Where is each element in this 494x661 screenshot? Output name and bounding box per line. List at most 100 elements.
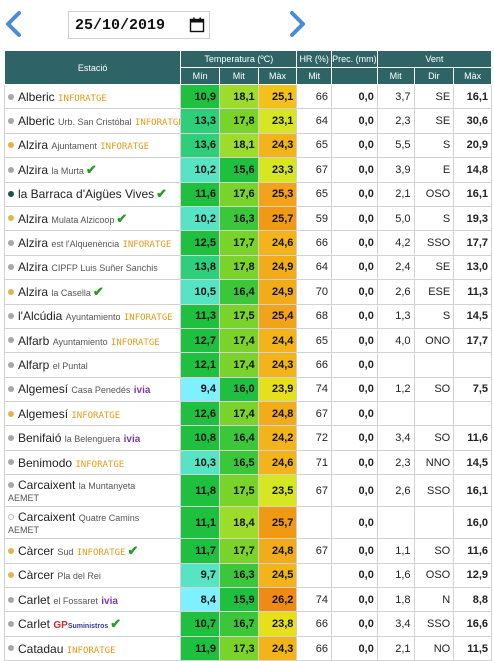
station-name-cell[interactable]: Alzira CIPFP Luis Suñer Sanchis [3,254,182,281]
table-row[interactable]: la Barraca d'Aigües Vives ✔ 11,6 17,6 25,3 65… [3,181,492,207]
table-row[interactable]: Benifaió la Belenguera ivia 10,8 16,4 24,2 7… [3,425,492,451]
previous-day-icon[interactable] [2,10,26,38]
wind-max-cell: 16,0 [453,506,492,540]
temp-min-cell: 10,5 [180,279,220,305]
station-name-cell[interactable]: Benifaió la Belenguera ivia [3,425,182,451]
station-sublocation: el Fossaret [53,595,98,606]
table-row[interactable]: Benimodo INFORATGE 10,3 16,5 24,6 71 0,0 2,3 NN… [3,449,492,476]
station-label: Alzira est l'Alquenència INFORATGE [8,236,171,250]
station-name-cell[interactable]: Algemesí Casa Penedés ivia [3,376,182,403]
inforatge-logo: INFORATGE [58,93,107,104]
temp-min-cell: 8,4 [180,587,220,613]
calendar-icon[interactable] [189,17,205,33]
date-input[interactable]: 25/10/2019 [68,11,210,39]
humidity-cell: 74 [296,376,332,403]
station-sublocation: CIPFP Luis Suñer Sanchis [51,263,158,274]
station-name-cell[interactable]: Alzira la Casella ✔ [3,279,182,305]
temp-avg-cell: 17,8 [218,108,259,134]
temp-avg-cell: 18,4 [218,506,259,540]
col-station[interactable]: Estació [3,50,182,85]
col-temp-max[interactable]: Màx [257,67,298,85]
station-type-dot-icon [8,410,14,417]
table-row[interactable]: Alzira Mulata Alzicoop ✔ 10,2 16,3 25,7 59 0,0… [3,205,492,232]
temp-max-cell: 25,7 [257,506,298,540]
wind-avg-cell: 3,9 [376,157,415,183]
station-label: Càrcer Pla del Rei [8,568,101,582]
col-wind-avg[interactable]: Mit [376,67,415,85]
station-label: Carlet el Fossaret ivia [8,593,118,607]
station-name-cell[interactable]: Alfarp el Puntal [3,352,182,378]
table-row[interactable]: Alzira Ajuntament INFORATGE 13,6 18,1 24,3 6… [3,132,492,159]
wind-avg-cell: 1,8 [376,587,415,613]
station-name-cell[interactable]: Càrcer Sud INFORATGE ✔ [3,538,182,564]
station-name-cell[interactable]: Alfarb Ayuntamiento INFORATGE [3,327,182,354]
table-row[interactable]: Catadau INFORATGE 11,9 17,3 24,3 66 0,0 2,1 NO 1… [3,635,492,661]
wind-dir-cell: SO [413,376,455,403]
wind-avg-cell [376,352,415,378]
table-row[interactable]: Alzira CIPFP Luis Suñer Sanchis 13,8 17,8 2… [3,254,492,281]
wind-avg-cell: 4,0 [376,327,415,354]
temp-min-cell: 13,8 [180,254,220,281]
table-row[interactable]: Algemesí Casa Penedés ivia 9,4 16,0 23,9 74 0… [3,376,492,403]
station-name-cell[interactable]: Alzira Ajuntament INFORATGE [3,132,182,159]
station-name-cell[interactable]: Alberic INFORATGE [3,83,182,110]
table-row[interactable]: Alzira est l'Alquenència INFORATGE 12,5 17… [3,230,492,256]
col-wind-max[interactable]: Màx [453,67,492,85]
ivia-logo: ivia [123,434,141,446]
temp-min-cell: 10,3 [180,449,220,476]
station-name-cell[interactable]: la Barraca d'Aigües Vives ✔ [3,181,182,207]
col-temp-min[interactable]: Mín [180,67,220,85]
table-row[interactable]: Alfarb Ayuntamiento INFORATGE 12,7 17,4 24,… [3,327,492,354]
col-hr-avg[interactable]: Mit [296,67,332,85]
table-row[interactable]: Carlet GPSuministros ✔ 10,7 16,7 23,8 66 0,0 3,… [3,611,492,637]
station-name-cell[interactable]: Càrcer Pla del Rei [3,562,182,589]
station-name-cell[interactable]: Carlet el Fossaret ivia [3,587,182,613]
station-name-cell[interactable]: Alberic Urb. San Cristóbal INFORATGE [3,108,182,134]
temp-min-cell: 10,8 [180,425,220,451]
station-name-cell[interactable]: Carcaixent Quatre Camins AEMET [3,506,182,540]
station-type-dot-icon [8,264,14,271]
table-row[interactable]: Càrcer Sud INFORATGE ✔ 11,7 17,7 24,8 67 0,0 1,… [3,538,492,564]
station-label: Càrcer Sud INFORATGE ✔ [8,543,138,558]
station-type-dot-icon [8,313,14,320]
humidity-cell: 66 [296,83,332,110]
table-row[interactable]: l'Alcúdia Ayuntamiento INFORATGE 11,3 17,5… [3,303,492,329]
station-name-cell[interactable]: Benimodo INFORATGE [3,449,182,476]
table-row[interactable]: Alzira la Casella ✔ 10,5 16,4 24,9 70 0,0 2,6 ES… [3,279,492,305]
station-name-cell[interactable]: Algemesí INFORATGE [3,401,182,427]
ivia-logo: ivia [101,595,118,607]
wind-avg-cell: 1,2 [376,376,415,403]
col-temp-avg[interactable]: Mit [218,67,259,85]
temp-min-cell: 11,8 [180,474,220,508]
humidity-cell: 74 [296,587,332,613]
wind-avg-cell: 1,3 [376,303,415,329]
wind-dir-cell: N [413,587,455,613]
col-hr: HR (%) [296,50,332,68]
station-name-cell[interactable]: l'Alcúdia Ayuntamiento INFORATGE [3,303,182,329]
temp-max-cell: 25,3 [257,181,298,207]
next-day-icon[interactable] [285,10,309,38]
ivia-logo: ivia [133,385,151,397]
precipitation-cell: 0,0 [331,205,378,232]
station-type-dot-icon [8,513,14,520]
station-name-cell[interactable]: Catadau INFORATGE [3,635,182,661]
station-name-cell[interactable]: Alzira Mulata Alzicoop ✔ [3,205,182,232]
wind-dir-cell: SSO [413,230,455,256]
station-name-cell[interactable]: Carcaixent la Muntanyeta AEMET [3,474,182,508]
table-row[interactable]: Càrcer Pla del Rei 9,7 16,3 24,5 0,0 1,6 OSO 12… [3,562,492,589]
wind-dir-cell: SSO [413,611,455,637]
table-row[interactable]: Carcaixent Quatre Camins AEMET 11,1 18,4 25,… [3,506,492,540]
station-name-cell[interactable]: Alzira la Murta ✔ [3,157,182,183]
wind-max-cell: 14,5 [453,303,492,329]
col-wind-dir[interactable]: Dir [413,67,455,85]
table-row[interactable]: Alzira la Murta ✔ 10,2 15,6 23,3 67 0,0 3,9 E 14,… [3,157,492,183]
table-row[interactable]: Alberic Urb. San Cristóbal INFORATGE 13,3… [3,108,492,134]
station-name-cell[interactable]: Alzira est l'Alquenència INFORATGE [3,230,182,256]
table-row[interactable]: Carlet el Fossaret ivia 8,4 15,9 26,2 74 0,0 1… [3,587,492,613]
table-row[interactable]: Carcaixent la Muntanyeta AEMET 11,8 17,5 23,… [3,474,492,508]
station-name: la Barraca d'Aigües Vives [18,187,155,202]
table-row[interactable]: Alfarp el Puntal 12,1 17,4 24,3 66 0,0 [3,352,492,378]
table-row[interactable]: Alberic INFORATGE 10,9 18,1 25,1 66 0,0 3,7 SE 1… [3,83,492,110]
station-name-cell[interactable]: Carlet GPSuministros ✔ [3,611,182,637]
table-row[interactable]: Algemesí INFORATGE 12,6 17,4 24,8 67 0,0 [3,401,492,427]
